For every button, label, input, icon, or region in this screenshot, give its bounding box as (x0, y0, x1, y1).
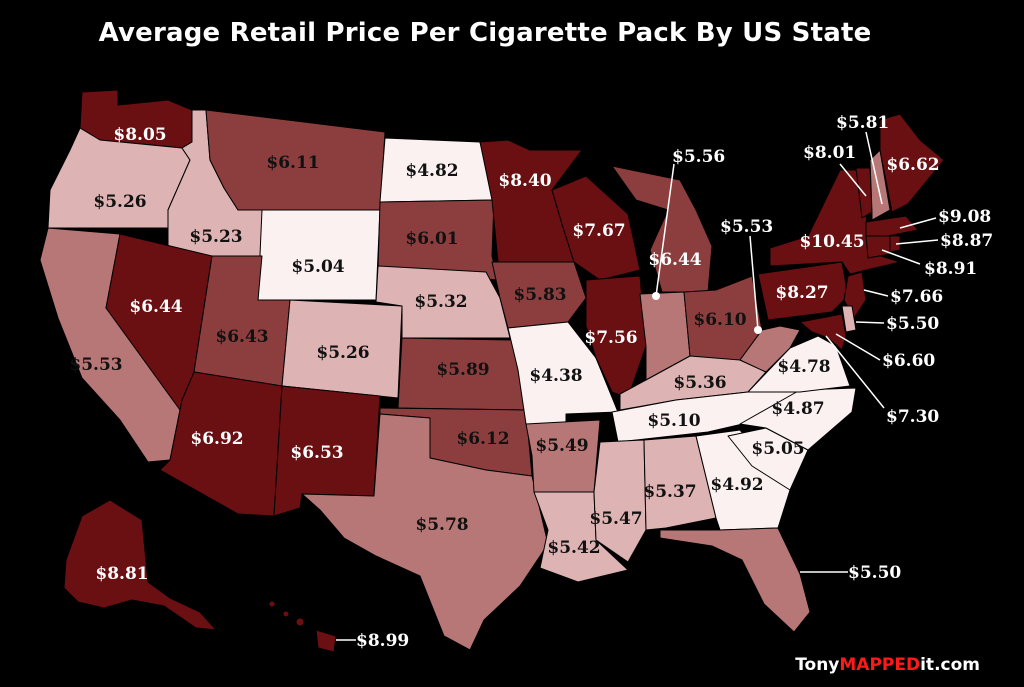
callout-ct: $8.91 (924, 259, 977, 279)
callout-fl: $5.50 (848, 563, 901, 583)
label-ut: $6.43 (215, 327, 268, 347)
state-tx[interactable] (301, 413, 549, 651)
leader-ma (899, 217, 937, 229)
callout-ma: $9.08 (938, 207, 991, 227)
state-hi-islet[interactable] (295, 617, 305, 627)
label-mo: $4.38 (529, 366, 582, 386)
state-nh[interactable] (869, 149, 891, 221)
label-wy: $5.04 (291, 257, 344, 277)
state-ma[interactable] (865, 215, 919, 237)
leader-ct (881, 249, 921, 265)
state-sc[interactable] (727, 427, 809, 491)
label-nv: $6.44 (129, 297, 182, 317)
leader-vt (839, 163, 867, 197)
leader-wv (749, 235, 759, 331)
label-ks: $5.89 (436, 360, 489, 380)
label-al: $5.37 (643, 482, 696, 502)
state-me[interactable] (879, 113, 945, 213)
label-ny: $10.45 (799, 232, 864, 252)
state-ri[interactable] (889, 235, 901, 253)
label-ca: $5.53 (69, 355, 122, 375)
leader-ri (895, 239, 939, 245)
site-credit: TonyMAPPEDit.com (795, 655, 980, 675)
state-ct[interactable] (865, 235, 891, 259)
state-ms[interactable] (593, 439, 647, 563)
label-ar: $5.49 (535, 436, 588, 456)
label-oh: $6.10 (693, 310, 746, 330)
callout-md: $6.60 (882, 351, 935, 371)
label-ms: $5.47 (589, 509, 642, 529)
callout-nj: $7.66 (890, 287, 943, 307)
callout-dc: $7.30 (886, 407, 939, 427)
state-ar[interactable] (525, 419, 601, 493)
leader-de (855, 321, 885, 324)
label-va: $4.78 (777, 357, 830, 377)
callout-wv: $5.53 (720, 217, 773, 237)
label-mn: $8.40 (498, 171, 551, 191)
label-wi: $7.67 (572, 221, 625, 241)
callout-hi: $8.99 (356, 631, 409, 651)
label-ne: $5.32 (414, 292, 467, 312)
leader-in (655, 163, 675, 297)
label-sc: $5.05 (751, 439, 804, 459)
label-sd: $6.01 (405, 229, 458, 249)
label-il: $7.56 (584, 328, 637, 348)
callout-vt: $8.01 (803, 143, 856, 163)
state-ne[interactable] (375, 265, 511, 339)
leader-nj (863, 289, 889, 297)
callout-nh: $5.81 (836, 113, 889, 133)
leader-dc (825, 335, 885, 409)
credit-part1: Tony (795, 655, 840, 675)
leader-nh (865, 131, 883, 205)
label-tn: $5.10 (647, 411, 700, 431)
state-co[interactable] (281, 299, 403, 399)
label-la: $5.42 (547, 538, 600, 558)
label-nd: $4.82 (405, 161, 458, 181)
state-hi[interactable] (315, 629, 337, 653)
label-wa: $8.05 (113, 125, 166, 145)
label-nm: $6.53 (290, 443, 343, 463)
state-md[interactable] (799, 313, 847, 351)
credit-part3: it.com (920, 655, 980, 675)
state-hi-islet[interactable] (282, 610, 290, 618)
leader-md (835, 333, 881, 361)
state-de[interactable] (841, 305, 857, 333)
state-hi-islet[interactable] (268, 600, 276, 608)
state-mo[interactable] (507, 321, 619, 425)
state-wy[interactable] (257, 209, 381, 301)
state-al[interactable] (643, 435, 717, 531)
label-or: $5.26 (93, 192, 146, 212)
label-nc: $4.87 (771, 399, 824, 419)
callout-de: $5.50 (886, 314, 939, 334)
label-ia: $5.83 (513, 285, 566, 305)
label-ga: $4.92 (710, 475, 763, 495)
map-title: Average Retail Price Per Cigarette Pack … (98, 18, 872, 48)
callout-ri: $8.87 (940, 231, 993, 251)
credit-part2: MAPPED (839, 655, 921, 675)
label-az: $6.92 (190, 429, 243, 449)
label-tx: $5.78 (415, 515, 468, 535)
state-fl[interactable] (659, 527, 811, 633)
label-pa: $8.27 (775, 283, 828, 303)
label-id: $5.23 (189, 227, 242, 247)
label-ok: $6.12 (456, 429, 509, 449)
label-ak: $8.81 (95, 564, 148, 584)
callout-in: $5.56 (672, 147, 725, 167)
state-ak[interactable] (63, 499, 217, 631)
label-mt: $6.11 (266, 153, 319, 173)
label-ky: $5.36 (673, 373, 726, 393)
state-pa[interactable] (757, 261, 849, 321)
label-me: $6.62 (886, 155, 939, 175)
label-co: $5.26 (316, 343, 369, 363)
state-wi[interactable] (551, 175, 641, 281)
label-mi: $6.44 (648, 250, 701, 270)
